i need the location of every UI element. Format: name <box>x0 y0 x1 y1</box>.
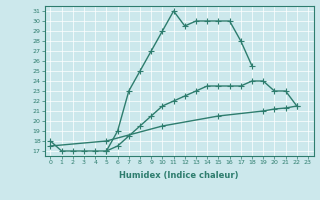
X-axis label: Humidex (Indice chaleur): Humidex (Indice chaleur) <box>119 171 239 180</box>
